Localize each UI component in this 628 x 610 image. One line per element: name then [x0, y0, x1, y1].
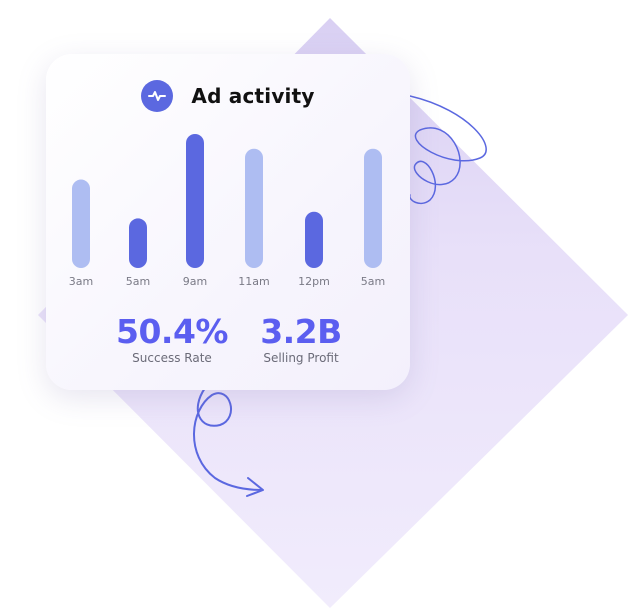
x-tick-label: 12pm: [298, 275, 330, 288]
x-tick-label: 5am: [361, 275, 385, 288]
bar-5am: [364, 148, 382, 268]
x-tick-label: 9am: [183, 275, 207, 288]
bar-chart: 3am 5am 9am 11am 12pm 5am: [69, 134, 385, 288]
stat-selling-profit: 3.2B Selling Profit: [246, 312, 356, 365]
arrow-doodle: [193, 387, 264, 497]
bar-5am: [129, 218, 147, 268]
bar-3am: [72, 179, 90, 268]
bar-11am: [245, 148, 263, 268]
x-tick-label: 3am: [69, 275, 93, 288]
bar-9am: [186, 134, 204, 268]
stat-success-rate: 50.4% Success Rate: [112, 312, 232, 365]
activity-pulse-icon: [141, 80, 174, 112]
x-tick-label: 11am: [238, 275, 269, 288]
x-tick-label: 5am: [126, 275, 150, 288]
squiggle-doodle: [409, 95, 487, 205]
stat-label: Selling Profit: [263, 351, 339, 365]
card-header: Ad activity: [46, 80, 410, 112]
ad-activity-card: Ad activity 3am 5am 9am 11am 12pm 5am 50.4% S…: [46, 54, 410, 390]
bar-12pm: [305, 211, 323, 268]
stat-label: Success Rate: [132, 351, 212, 365]
card-title: Ad activity: [191, 84, 315, 108]
stat-value: 50.4%: [116, 312, 229, 351]
stat-value: 3.2B: [260, 312, 342, 351]
